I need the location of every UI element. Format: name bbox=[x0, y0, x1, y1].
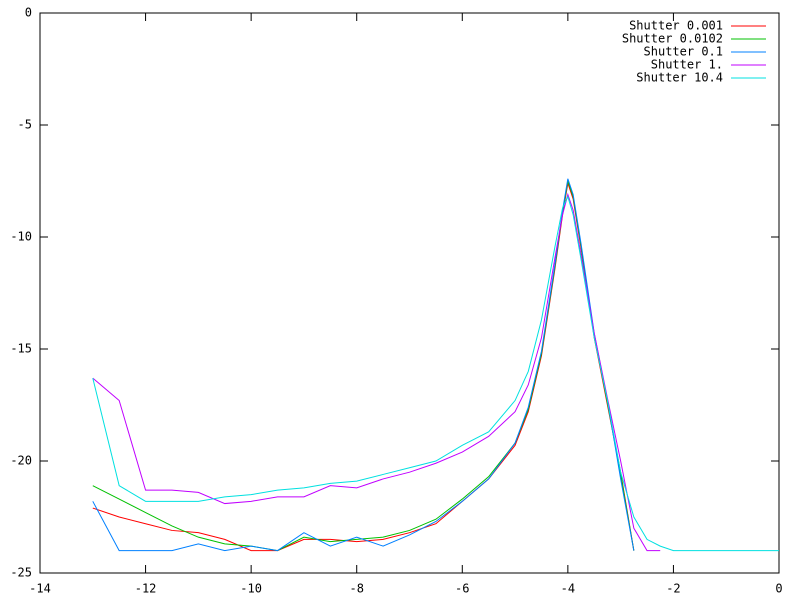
legend-label: Shutter 0.1 bbox=[644, 45, 723, 59]
legend-label: Shutter 0.001 bbox=[629, 19, 723, 33]
x-tick-label: -2 bbox=[666, 582, 680, 596]
legend-label: Shutter 0.0102 bbox=[622, 32, 723, 46]
legend-label: Shutter 10.4 bbox=[636, 71, 723, 85]
y-tick-label: -15 bbox=[10, 342, 32, 356]
y-tick-label: -5 bbox=[18, 118, 32, 132]
y-tick-label: -20 bbox=[10, 454, 32, 468]
x-tick-label: -4 bbox=[561, 582, 575, 596]
legend-label: Shutter 1. bbox=[651, 58, 723, 72]
plot-frame bbox=[39, 12, 780, 574]
series-line bbox=[92, 195, 779, 552]
y-tick-label: -10 bbox=[10, 230, 32, 244]
series-line bbox=[92, 178, 635, 552]
y-tick-label: -25 bbox=[10, 566, 32, 580]
x-tick-label: 0 bbox=[775, 582, 782, 596]
series-line bbox=[92, 183, 635, 552]
x-tick-label: -8 bbox=[349, 582, 363, 596]
series-line bbox=[92, 180, 635, 552]
x-tick-label: -10 bbox=[240, 582, 262, 596]
x-tick-label: -6 bbox=[455, 582, 469, 596]
series-line bbox=[92, 192, 661, 552]
x-tick-label: -14 bbox=[29, 582, 51, 596]
x-tick-label: -12 bbox=[135, 582, 157, 596]
y-tick-label: 0 bbox=[25, 6, 32, 20]
